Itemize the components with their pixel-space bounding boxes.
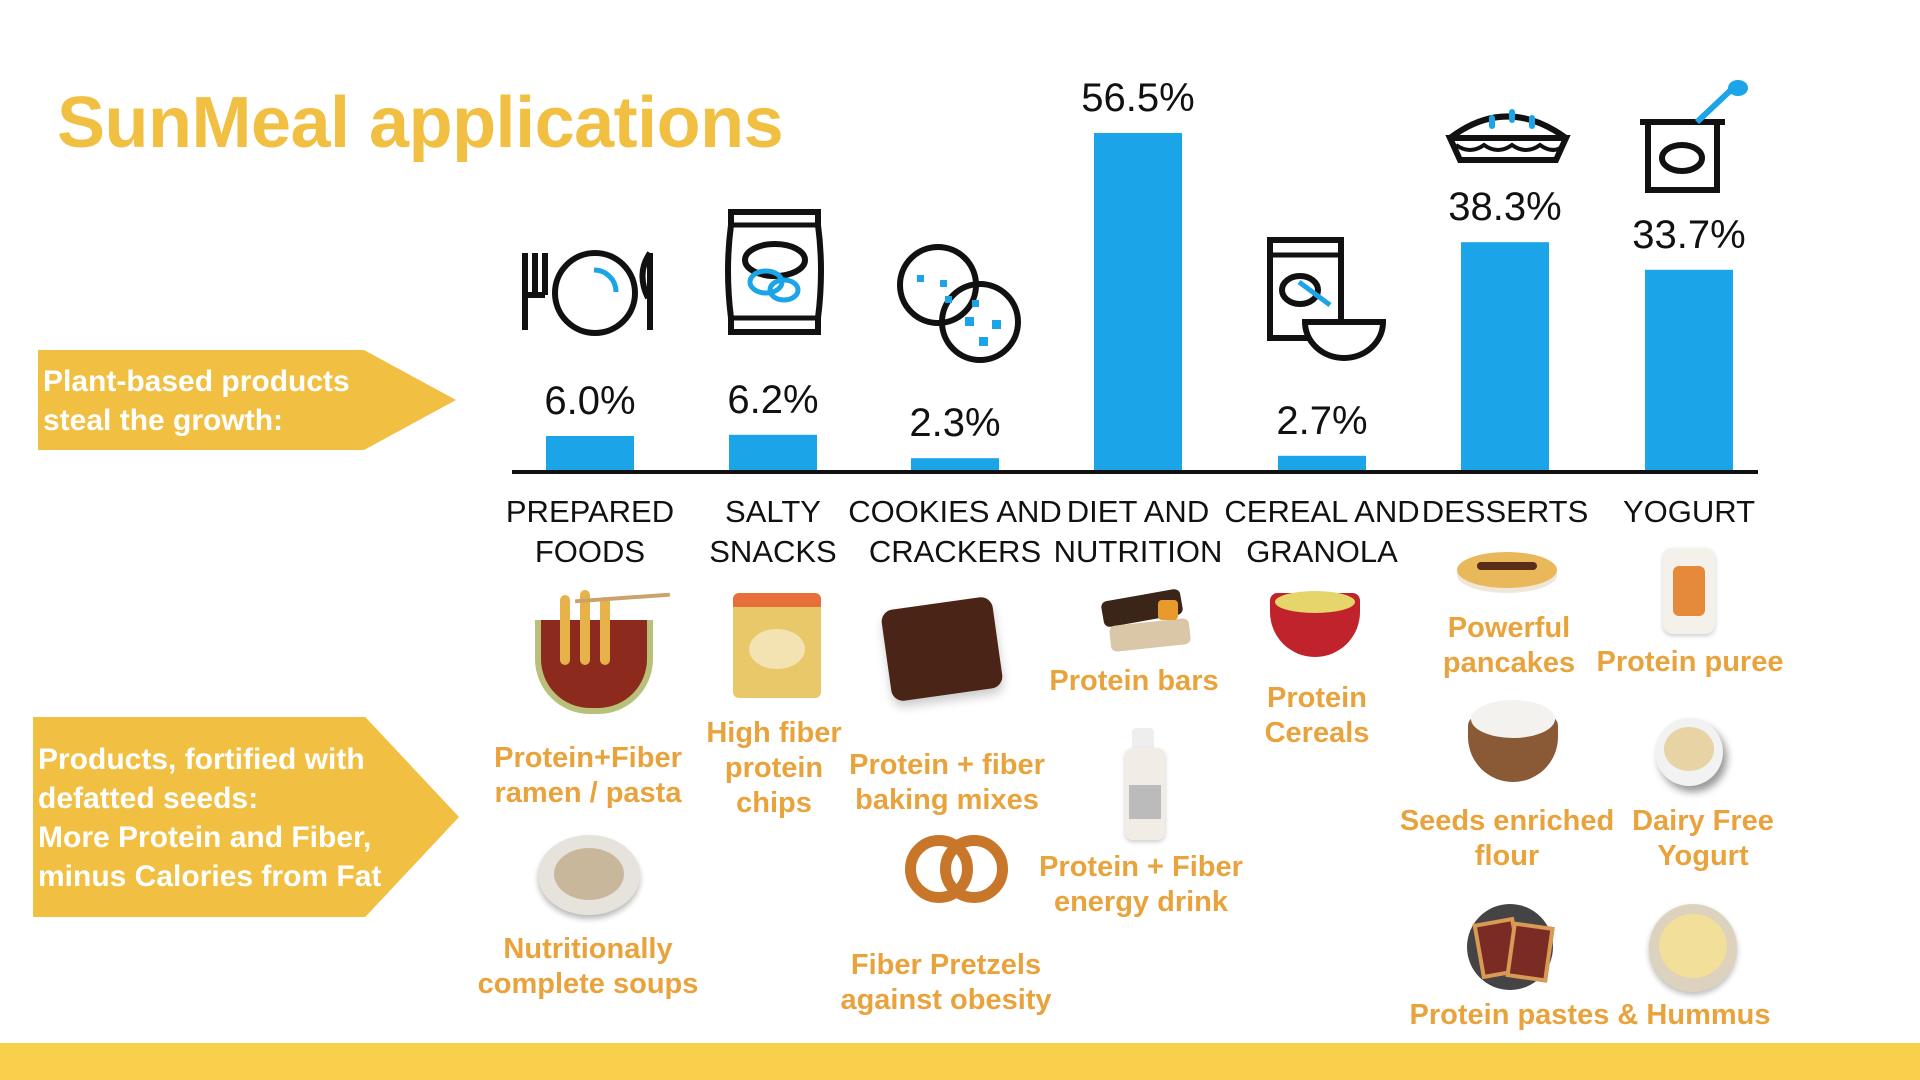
bar-3 [1094, 133, 1182, 472]
pie-icon [1445, 109, 1571, 163]
product-line: Seeds enriched [1399, 805, 1615, 837]
category-label: SNACKS [709, 534, 836, 569]
product-line: baking mixes [855, 784, 1039, 816]
category-label: FOODS [535, 534, 645, 569]
toast-plate-icon [1467, 904, 1555, 990]
product-soups-label: Nutritionally complete soups [478, 932, 699, 1002]
yogurt-dish-icon [1655, 718, 1723, 786]
product-line: Protein + fiber [849, 749, 1045, 781]
bar-2 [911, 458, 999, 472]
product-ramen-label: Protein+Fiber ramen / pasta [494, 741, 682, 811]
fortified-arrow-line: Products, fortified with [38, 743, 365, 776]
growth-arrow-banner: Plant-based products steal the growth: [38, 350, 456, 450]
product-line: complete soups [477, 968, 699, 1000]
product-bars-label: Protein bars [1049, 664, 1218, 699]
product-line: protein [724, 752, 824, 784]
growth-arrow-line: Plant-based products [43, 365, 350, 398]
product-line: Protein pastes & Hummus [1409, 999, 1771, 1031]
product-pancakes-label: Powerful pancakes [1443, 611, 1575, 681]
product-flour-label: Seeds enriched flour [1400, 804, 1614, 874]
product-line: ramen / pasta [494, 777, 682, 809]
bar-1 [729, 434, 817, 472]
fortified-arrow-banner: Products, fortified with defatted seeds:… [33, 717, 459, 917]
product-line: Protein bars [1049, 665, 1219, 697]
category-label: NUTRITION [1054, 534, 1223, 569]
cereal-box-bowl-icon [1267, 237, 1387, 361]
product-line: Cereals [1264, 717, 1370, 749]
bar-5 [1461, 242, 1549, 472]
product-line: pancakes [1442, 647, 1576, 679]
product-line: Protein puree [1596, 646, 1784, 678]
brownie-icon [880, 595, 1004, 703]
product-line: Fiber Pretzels [850, 949, 1042, 981]
category-label: CEREAL AND [1224, 494, 1419, 529]
product-baking-label: Protein + fiber baking mixes [849, 748, 1045, 818]
growth-arrow-line: steal the growth: [43, 404, 284, 437]
product-line: Yogurt [1657, 840, 1749, 872]
bar-value-label: 38.3% [1448, 185, 1561, 229]
bar-0 [546, 436, 634, 472]
product-line: against obesity [840, 984, 1052, 1016]
cereal-bowl-icon [1270, 591, 1360, 657]
product-line: chips [736, 787, 812, 819]
product-drink-label: Protein + Fiber energy drink [1039, 850, 1243, 920]
product-line: energy drink [1053, 886, 1229, 918]
pancakes-icon [1457, 552, 1557, 588]
product-chips-label: High fiber protein chips [706, 716, 841, 821]
product-line: Dairy Free [1632, 805, 1774, 837]
chip-pack-icon [733, 593, 821, 698]
puree-pouch-icon [1663, 548, 1715, 634]
product-pretzels-label: Fiber Pretzels against obesity [840, 948, 1051, 1018]
bar-value-label: 2.3% [909, 401, 1000, 445]
product-line: flour [1474, 840, 1540, 872]
hummus-dish-icon [1649, 904, 1737, 992]
category-label: GRANOLA [1246, 534, 1398, 569]
category-label: SALTY [725, 494, 821, 529]
category-label: DESSERTS [1422, 494, 1589, 529]
bar-4 [1278, 455, 1366, 472]
bar-value-label: 56.5% [1081, 76, 1194, 120]
bottom-accent-bar [0, 1043, 1920, 1080]
product-cereals-label: Protein Cereals [1265, 681, 1370, 751]
product-pastes-label: Protein pastes & Hummus [1410, 998, 1771, 1033]
fortified-arrow-line: More Protein and Fiber, [38, 821, 372, 854]
category-label: DIET AND [1067, 494, 1209, 529]
fortified-arrow-line: minus Calories from Fat [38, 860, 382, 893]
cookies-icon [897, 244, 1021, 363]
bar-6 [1645, 269, 1733, 472]
product-line: Powerful [1447, 612, 1571, 644]
soup-plate-icon [538, 835, 640, 915]
page-title: SunMeal applications [57, 83, 784, 163]
bar-value-label: 33.7% [1632, 213, 1745, 257]
bar-value-label: 2.7% [1276, 399, 1367, 443]
category-label: CRACKERS [869, 534, 1041, 569]
category-label: YOGURT [1623, 494, 1755, 529]
product-dairy-free-yogurt-label: Dairy Free Yogurt [1632, 804, 1774, 874]
product-puree-label: Protein puree [1597, 645, 1784, 680]
product-line: Protein+Fiber [494, 742, 682, 774]
bar-value-label: 6.0% [544, 379, 635, 423]
category-label: COOKIES AND [848, 494, 1062, 529]
category-label: PREPARED [506, 494, 674, 529]
fortified-arrow-line: defatted seeds: [38, 782, 259, 815]
plate-cutlery-icon [522, 250, 653, 336]
product-line: Protein [1267, 682, 1367, 714]
yogurt-cup-icon [1640, 80, 1748, 193]
bar-value-label: 6.2% [727, 378, 818, 422]
product-line: High fiber [706, 717, 842, 749]
product-line: Protein + Fiber [1039, 851, 1243, 883]
product-line: Nutritionally [503, 933, 673, 965]
chip-bag-icon [725, 209, 824, 335]
